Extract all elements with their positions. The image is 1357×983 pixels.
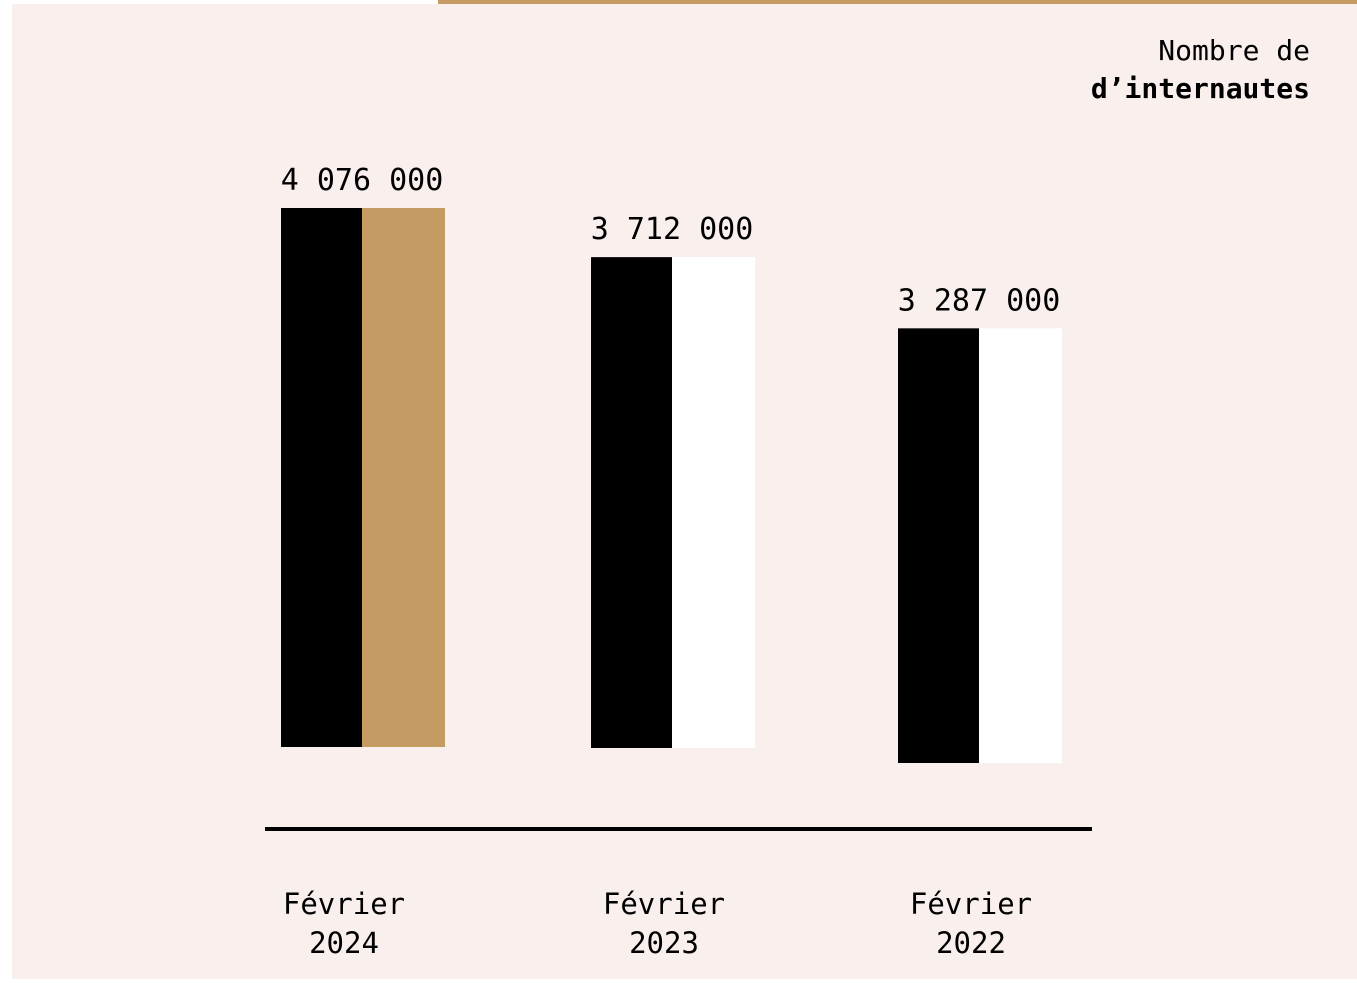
bar-1-right — [672, 257, 755, 748]
bar-0-left — [281, 208, 362, 747]
data-label-1: 3 712 000 — [591, 212, 754, 247]
category-label-1-line2: 2023 — [629, 926, 699, 960]
unit-label-line1: Nombre de — [1158, 34, 1310, 67]
bar-2-left — [898, 328, 979, 763]
data-label-0: 4 076 000 — [281, 163, 444, 198]
category-label-2-line1: Février — [910, 887, 1032, 921]
category-label-1-line1: Février — [603, 887, 725, 921]
unit-label-line2: d’internautes — [1090, 72, 1310, 105]
bar-1-left — [591, 257, 672, 748]
bar-0-right — [362, 208, 445, 747]
category-label-0-line2: 2024 — [309, 926, 379, 960]
category-label-0-line1: Février — [283, 887, 405, 921]
bar-2-right — [979, 328, 1062, 763]
top-accent-rule — [438, 0, 1357, 4]
data-label-2: 3 287 000 — [898, 283, 1061, 318]
y-axis-unit-label: Nombre de d’internautes — [1091, 32, 1310, 108]
category-label-2-line2: 2022 — [936, 926, 1006, 960]
